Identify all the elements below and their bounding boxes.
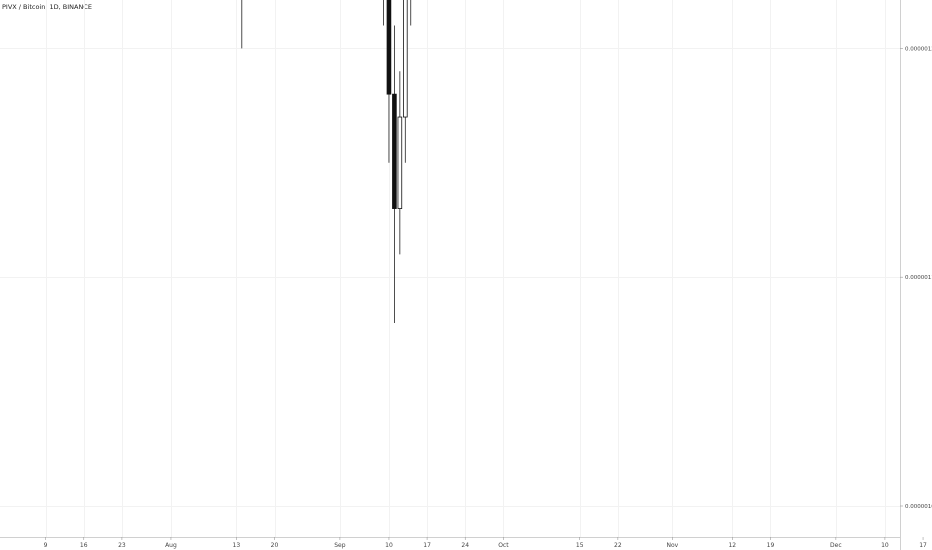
time-tick-label: 15 [576, 542, 584, 549]
time-tick-label: 24 [461, 542, 469, 549]
time-tick-label: 13 [233, 542, 241, 549]
time-tick-label: 10 [881, 542, 889, 549]
time-tick-label: 23 [118, 542, 126, 549]
time-tick-label: Dec [830, 542, 842, 549]
time-tick-label: Sep [334, 542, 346, 549]
time-tick-label: 12 [728, 542, 736, 549]
grid-lines [0, 0, 924, 537]
candle-body-up [402, 0, 408, 118]
time-tick-label: 19 [767, 542, 775, 549]
candlesticks [241, 0, 412, 323]
candle-body-down [386, 0, 392, 95]
candle [397, 71, 403, 255]
candle [383, 0, 384, 26]
price-axis[interactable]: 0.000003300.000003200.000003100.00000300… [900, 0, 932, 510]
price-tick-label: 0.00000100 [905, 504, 932, 510]
time-tick-label: 10 [385, 542, 393, 549]
candle [241, 0, 243, 49]
time-tick-label: 9 [44, 542, 48, 549]
time-tick-label: 22 [614, 542, 622, 549]
time-tick-label: 16 [80, 542, 88, 549]
candle-body-down [392, 93, 397, 209]
time-tick-label: Aug [165, 542, 177, 549]
candle [402, 0, 408, 163]
time-tick-label: 17 [423, 542, 431, 549]
candle [410, 0, 412, 26]
time-axis[interactable]: 9 16 23 Aug 13 20 Sep 10 17 24 Oct 15 22 Nov 12 19 Dec 10… [44, 537, 932, 549]
time-tick-label: 17 [919, 542, 927, 549]
price-tick-label: 0.00000120 [905, 46, 932, 52]
candle [392, 25, 397, 323]
candle-body-up [397, 116, 403, 209]
price-tick-label: 0.00000110 [905, 275, 932, 281]
time-tick-label: Oct [498, 542, 509, 549]
price-axis-background [900, 0, 932, 550]
candle [386, 0, 392, 163]
time-tick-label: 20 [271, 542, 279, 549]
time-tick-label: Nov [666, 542, 678, 549]
